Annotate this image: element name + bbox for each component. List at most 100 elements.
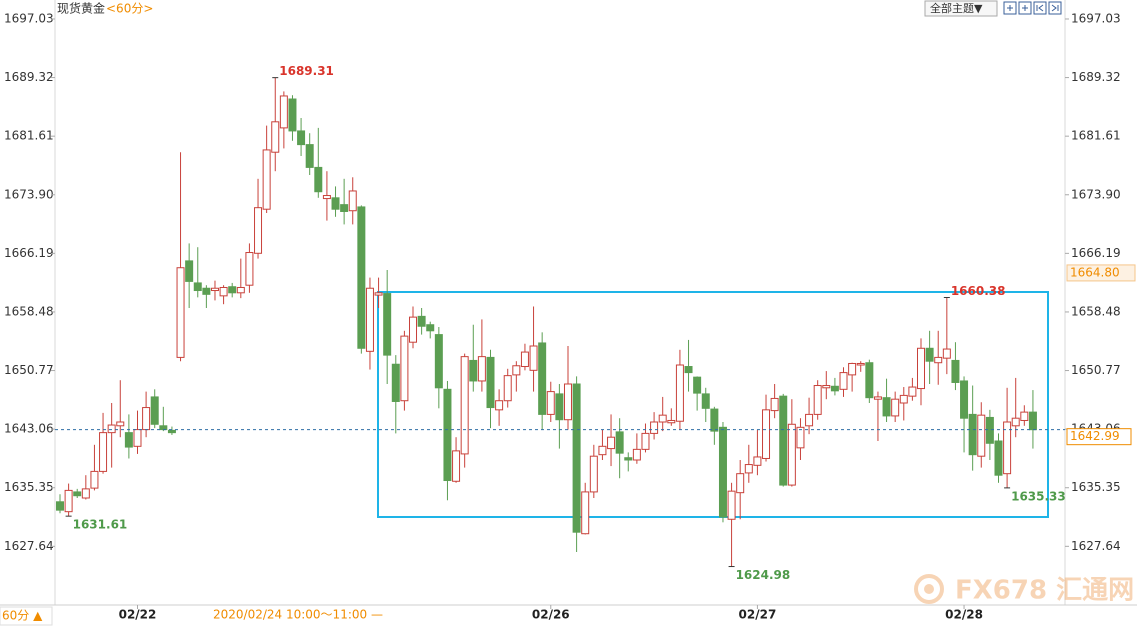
candle-body [374, 292, 383, 296]
candle-body [150, 396, 159, 425]
candle-body [520, 351, 529, 368]
candle-body [960, 380, 969, 419]
low-label: 1624.98 [736, 568, 791, 582]
candle-body [1020, 411, 1029, 421]
candle-body [262, 149, 271, 210]
candle-body [400, 335, 409, 402]
watermark: FX678 汇通网 [914, 574, 1134, 606]
y-tick-label-right: 1635.35 [1071, 480, 1121, 494]
period-button-box[interactable] [0, 606, 53, 626]
candle-body [1003, 421, 1012, 475]
candle-body [357, 206, 366, 349]
y-tick-label-left: 1666.19 [4, 246, 54, 260]
candle-body [848, 362, 857, 376]
candle-body [322, 195, 331, 200]
zoom-in-icon[interactable] [1003, 1, 1017, 15]
candle-body [314, 166, 323, 193]
candle-body [210, 287, 219, 292]
candle-body [942, 348, 951, 359]
candle-body [839, 372, 848, 390]
candle-body [460, 356, 469, 455]
y-tick-label-left: 1627.64 [4, 539, 54, 553]
candle-body [951, 359, 960, 383]
theme-button[interactable]: 全部主题▼ [924, 0, 998, 17]
candle-body [985, 416, 994, 444]
candle-body [340, 204, 349, 212]
crosshair-price-box [1066, 264, 1136, 282]
period-button[interactable]: 60分 ▲ [0, 606, 53, 626]
candle-body [176, 267, 185, 358]
candle-body [873, 396, 882, 400]
candle-body [279, 95, 288, 129]
candle-body [607, 436, 616, 450]
candle-body [331, 197, 340, 210]
candle-body [762, 409, 771, 459]
candle-body [305, 144, 314, 168]
zoom-in-glyph [1007, 5, 1013, 11]
candle-body [116, 421, 125, 427]
candle-body [99, 432, 108, 472]
candle-body [899, 394, 908, 404]
chart-title: 现货黄金 [57, 1, 105, 16]
y-tick-label-left: 1673.90 [4, 187, 54, 201]
candle-body [787, 423, 796, 486]
candle-body [718, 426, 727, 518]
candle-body [477, 356, 486, 382]
candle-body [1011, 417, 1020, 427]
y-tick-label-right: 1681.61 [1071, 129, 1121, 143]
candle-body [934, 356, 943, 364]
candle-body [891, 398, 900, 417]
candle-body [185, 260, 194, 282]
candle-body [159, 425, 168, 431]
y-tick-label-right: 1658.48 [1071, 304, 1121, 318]
candle-body [615, 431, 624, 454]
candle-body [452, 450, 461, 482]
candle-body [701, 393, 710, 409]
candle-body [693, 376, 702, 394]
theme-button-box[interactable] [924, 0, 998, 17]
candle-body [271, 121, 280, 153]
candle-body [572, 383, 581, 533]
candle-body [193, 282, 202, 292]
y-tick-label-left: 1635.35 [4, 480, 54, 494]
candle-body [245, 252, 254, 286]
candle-body [107, 424, 116, 434]
candle-body [383, 293, 392, 356]
candle-body [994, 440, 1003, 476]
period-button-label[interactable]: 60分 ▲ [2, 609, 43, 623]
zoom-out-icon[interactable] [1018, 1, 1032, 15]
toolbar-icons[interactable] [1003, 1, 1062, 15]
candle-body [202, 287, 211, 295]
next-icon[interactable] [1048, 1, 1062, 15]
candle-body [822, 385, 831, 389]
y-tick-label-right: 1627.64 [1071, 539, 1121, 553]
candle-body [219, 286, 228, 297]
candle-body [908, 386, 917, 397]
candles [56, 77, 1037, 567]
candle-body [830, 385, 839, 392]
candle-body [753, 456, 762, 466]
next-glyph [1051, 4, 1059, 12]
candle-body [650, 421, 659, 434]
candle-body [365, 287, 374, 352]
x-tick-label: 02/22 [119, 608, 157, 622]
candle-body [563, 383, 572, 421]
candle-body [917, 347, 925, 390]
crosshair-time: 2020/02/24 10:00～11:00 — [213, 608, 383, 622]
candle-body [288, 98, 297, 132]
theme-button-label[interactable]: 全部主题▼ [930, 1, 983, 15]
watermark-logo [914, 574, 944, 604]
candle-body [409, 316, 418, 343]
y-tick-label-right: 1697.03 [1071, 11, 1121, 25]
candle-body [779, 395, 788, 486]
candle-body [744, 464, 753, 474]
candle-body [417, 315, 426, 327]
candle-body [228, 286, 237, 294]
prev-glyph [1036, 4, 1044, 12]
candle-body [641, 432, 650, 450]
candle-body [73, 491, 82, 497]
candle-body [236, 286, 245, 294]
prev-icon[interactable] [1033, 1, 1047, 15]
y-tick-label-right: 1666.19 [1071, 246, 1121, 260]
